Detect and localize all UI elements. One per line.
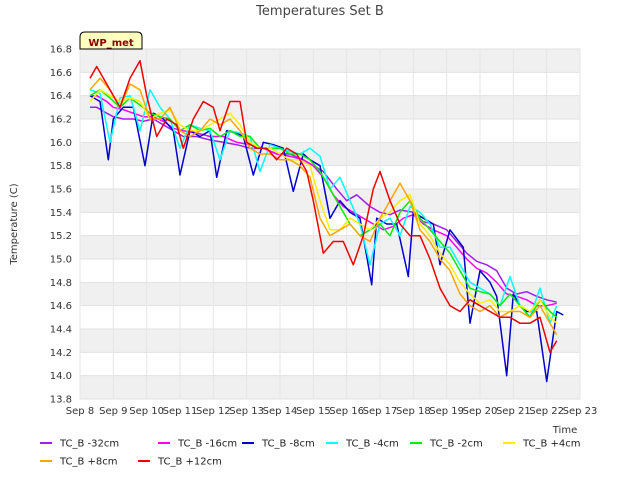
x-tick-label: Sep 12	[196, 406, 231, 417]
x-tick-label: Sep 17	[363, 406, 398, 417]
grid-lines	[79, 48, 581, 400]
series-line-tc-b-2cm	[89, 89, 558, 319]
legend-label: TC_B +4cm	[522, 439, 581, 450]
y-tick-label: 13.8	[50, 395, 72, 406]
y-tick-label: 16.0	[50, 138, 72, 149]
x-tick-label: Sep 19	[429, 406, 464, 417]
y-tick-label: 15.8	[50, 161, 72, 172]
legend-label: TC_B -4cm	[345, 439, 399, 450]
x-tick-label: Sep 21	[496, 406, 531, 417]
plot-band	[80, 375, 580, 399]
x-tick-label: Sep 14	[263, 406, 298, 417]
x-tick-label: Sep 23	[563, 406, 598, 417]
y-tick-label: 16.8	[50, 45, 72, 56]
y-tick-label: 14.4	[50, 325, 72, 336]
series-line-tc-b-8cm	[89, 77, 558, 336]
x-tick-label: Sep 18	[396, 406, 431, 417]
series-lines	[89, 59, 564, 383]
x-tick-label: Sep 15	[296, 406, 331, 417]
legend-label: TC_B +8cm	[59, 457, 118, 468]
legend-label: TC_B -32cm	[59, 439, 119, 450]
x-tick-label: Sep 16	[329, 406, 364, 417]
plot-band	[80, 259, 580, 283]
y-tick-label: 14.2	[50, 348, 72, 359]
y-tick-label: 16.6	[50, 68, 72, 79]
x-tick-label: Sep 13	[229, 406, 264, 417]
plot-band	[80, 235, 580, 259]
y-tick-label: 16.2	[50, 115, 72, 126]
legend-label: TC_B -2cm	[429, 439, 483, 450]
x-tick-label: Sep 22	[529, 406, 564, 417]
x-tick-label: Sep 10	[129, 406, 164, 417]
y-tick-label: 15.6	[50, 185, 72, 196]
plot-band	[80, 329, 580, 353]
y-tick-label: 15.4	[50, 208, 72, 219]
y-tick-label: 15.0	[50, 255, 72, 266]
x-tick-label: Sep 11	[163, 406, 198, 417]
y-tick-label: 16.4	[50, 91, 72, 102]
y-tick-label: 15.2	[50, 231, 72, 242]
x-tick-label: Sep 20	[463, 406, 498, 417]
legend-label: TC_B +12cm	[157, 457, 222, 468]
series-line-tc-b-32cm	[90, 106, 557, 303]
plot-band	[80, 352, 580, 376]
plot-band	[80, 212, 580, 236]
legend: TC_B -32cm TC_B -16cm TC_B -8cm TC_B -4cm TC…	[40, 439, 581, 468]
x-tick-label: Sep 9	[99, 406, 127, 417]
series-line-tc-b-12cm	[89, 59, 558, 354]
x-tick-label: Sep 8	[66, 406, 94, 417]
plot-background	[80, 49, 580, 399]
y-tick-label: 14.6	[50, 301, 72, 312]
plot-band	[80, 282, 580, 306]
plot-band	[80, 165, 580, 189]
y-tick-label: 14.0	[50, 371, 72, 382]
x-axis-label: Time	[552, 425, 577, 436]
y-tick-labels: 13.8 14.0 14.2 14.4 14.6 14.8 15.0 15.2 15.4 15.6…	[50, 45, 72, 406]
plot-band	[80, 95, 580, 119]
wp-met-badge: WP_met	[79, 31, 143, 50]
y-tick-label: 14.8	[50, 278, 72, 289]
series-line-tc-b-4cm	[89, 89, 558, 324]
plot-band	[80, 142, 580, 166]
legend-label: TC_B -8cm	[261, 439, 315, 450]
plot-band	[80, 305, 580, 329]
legend-label: TC_B -16cm	[177, 439, 237, 450]
badge-label: WP_met	[88, 38, 134, 49]
y-axis-label: Temperature (C)	[9, 183, 20, 265]
plot-band	[80, 189, 580, 213]
plot-band	[80, 72, 580, 96]
plot-band	[80, 49, 580, 73]
series-line-tc-b-8cm	[89, 95, 564, 383]
chart-title: Temperatures Set B	[255, 4, 384, 19]
